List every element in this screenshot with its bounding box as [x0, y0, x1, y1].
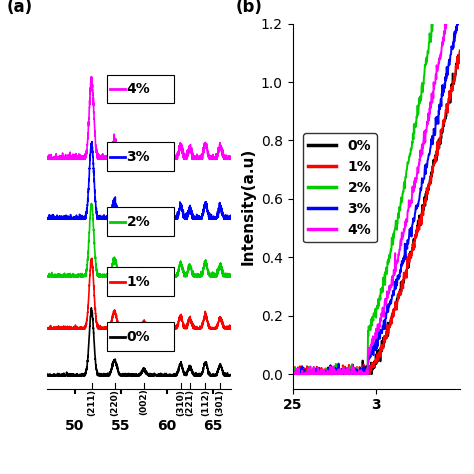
- Text: 0%: 0%: [127, 329, 150, 344]
- Text: (112): (112): [201, 389, 210, 416]
- Bar: [107, 208, 174, 236]
- Bar: [107, 142, 174, 171]
- Text: (211): (211): [87, 389, 96, 416]
- Bar: [107, 267, 174, 296]
- Text: 3%: 3%: [127, 150, 150, 164]
- Text: (220): (220): [110, 389, 119, 416]
- Text: (a): (a): [7, 0, 33, 17]
- Text: (221): (221): [185, 389, 194, 416]
- Text: 1%: 1%: [127, 275, 150, 289]
- Text: 4%: 4%: [127, 82, 150, 96]
- Text: (002): (002): [139, 389, 148, 415]
- Y-axis label: Intensity(a.u): Intensity(a.u): [240, 147, 255, 265]
- Text: 4%: 4%: [127, 82, 150, 96]
- Text: (b): (b): [236, 0, 263, 17]
- Text: 1%: 1%: [127, 275, 150, 289]
- Text: 2%: 2%: [127, 215, 150, 229]
- Text: (301): (301): [216, 389, 225, 416]
- Text: (310): (310): [176, 389, 185, 416]
- Text: 2%: 2%: [127, 215, 150, 229]
- Bar: [107, 74, 174, 103]
- Text: 3%: 3%: [127, 150, 150, 164]
- Legend: 0%, 1%, 2%, 3%, 4%: 0%, 1%, 2%, 3%, 4%: [303, 134, 377, 242]
- Text: 0%: 0%: [127, 329, 150, 344]
- Bar: [107, 322, 174, 351]
